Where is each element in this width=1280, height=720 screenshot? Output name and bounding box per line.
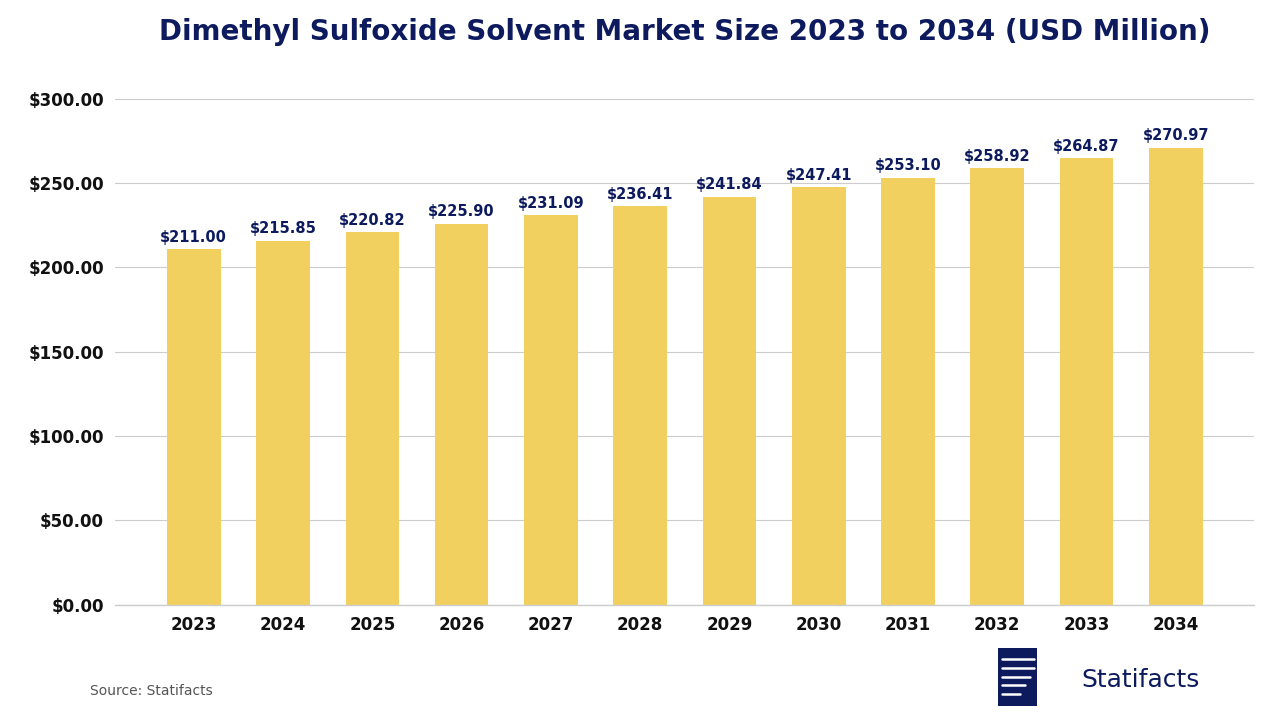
Bar [1149, 148, 1203, 605]
Text: $258.92: $258.92 [964, 148, 1030, 163]
Text: Source: Statifacts: Source: Statifacts [90, 684, 212, 698]
Bar [256, 240, 310, 605]
Text: $236.41: $236.41 [607, 186, 673, 202]
Title: Dimethyl Sulfoxide Solvent Market Size 2023 to 2034 (USD Million): Dimethyl Sulfoxide Solvent Market Size 2… [159, 18, 1211, 46]
Text: $215.85: $215.85 [250, 221, 316, 236]
Text: $211.00: $211.00 [160, 230, 228, 245]
Bar [998, 648, 1037, 706]
Text: $220.82: $220.82 [339, 213, 406, 228]
Bar [970, 168, 1024, 605]
Text: $247.41: $247.41 [786, 168, 852, 183]
Bar [703, 197, 756, 605]
Text: $264.87: $264.87 [1053, 139, 1120, 153]
Bar [166, 248, 220, 605]
Text: $270.97: $270.97 [1143, 128, 1210, 143]
Text: Statifacts: Statifacts [1082, 668, 1199, 693]
Bar [792, 187, 846, 605]
Text: $241.84: $241.84 [696, 177, 763, 192]
Text: $253.10: $253.10 [874, 158, 941, 174]
Bar [613, 206, 667, 605]
Bar [524, 215, 577, 605]
Bar [1060, 158, 1114, 605]
Bar [435, 224, 489, 605]
Bar [881, 178, 934, 605]
Text: $225.90: $225.90 [429, 204, 495, 220]
Bar [346, 232, 399, 605]
Text: $231.09: $231.09 [517, 196, 584, 211]
